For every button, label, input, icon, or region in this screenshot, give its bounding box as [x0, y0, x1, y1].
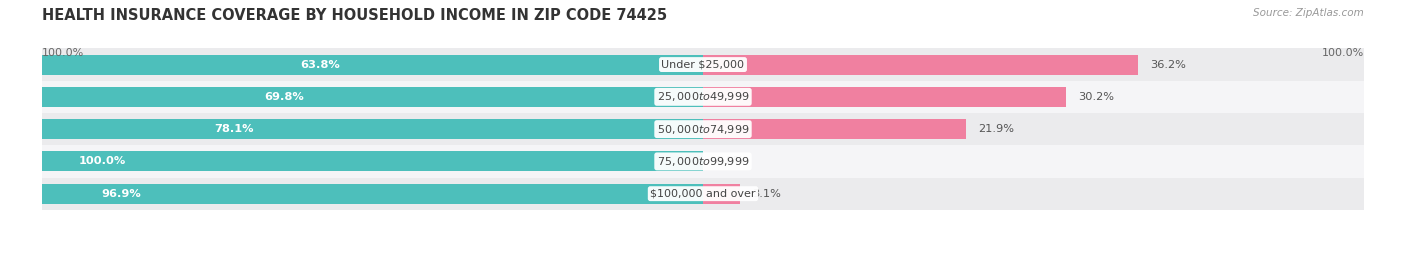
- Text: $100,000 and over: $100,000 and over: [650, 189, 756, 199]
- Bar: [0, 151, 703, 171]
- Text: 0.0%: 0.0%: [716, 156, 744, 167]
- Text: HEALTH INSURANCE COVERAGE BY HOUSEHOLD INCOME IN ZIP CODE 74425: HEALTH INSURANCE COVERAGE BY HOUSEHOLD I…: [42, 8, 668, 23]
- Bar: [0, 184, 703, 204]
- Bar: [42, 178, 1364, 210]
- Text: 96.9%: 96.9%: [101, 189, 141, 199]
- Bar: [703, 87, 1066, 107]
- Bar: [703, 119, 966, 139]
- Text: 36.2%: 36.2%: [1150, 59, 1185, 70]
- Text: $25,000 to $49,999: $25,000 to $49,999: [657, 90, 749, 103]
- Text: Under $25,000: Under $25,000: [661, 59, 745, 70]
- Text: 100.0%: 100.0%: [1322, 48, 1364, 58]
- Bar: [0, 119, 703, 139]
- Text: 3.1%: 3.1%: [752, 189, 782, 199]
- Text: 63.8%: 63.8%: [299, 59, 340, 70]
- Bar: [42, 113, 1364, 145]
- Bar: [703, 184, 740, 204]
- Text: $75,000 to $99,999: $75,000 to $99,999: [657, 155, 749, 168]
- Text: 100.0%: 100.0%: [79, 156, 127, 167]
- Bar: [42, 145, 1364, 178]
- Bar: [703, 55, 1137, 75]
- Bar: [42, 48, 1364, 81]
- Text: 78.1%: 78.1%: [214, 124, 253, 134]
- Text: 69.8%: 69.8%: [264, 92, 304, 102]
- Text: 100.0%: 100.0%: [42, 48, 84, 58]
- Text: Source: ZipAtlas.com: Source: ZipAtlas.com: [1253, 8, 1364, 18]
- Bar: [42, 81, 1364, 113]
- Text: $50,000 to $74,999: $50,000 to $74,999: [657, 123, 749, 136]
- Text: 21.9%: 21.9%: [979, 124, 1014, 134]
- Bar: [0, 87, 703, 107]
- Bar: [0, 55, 703, 75]
- Text: 30.2%: 30.2%: [1078, 92, 1114, 102]
